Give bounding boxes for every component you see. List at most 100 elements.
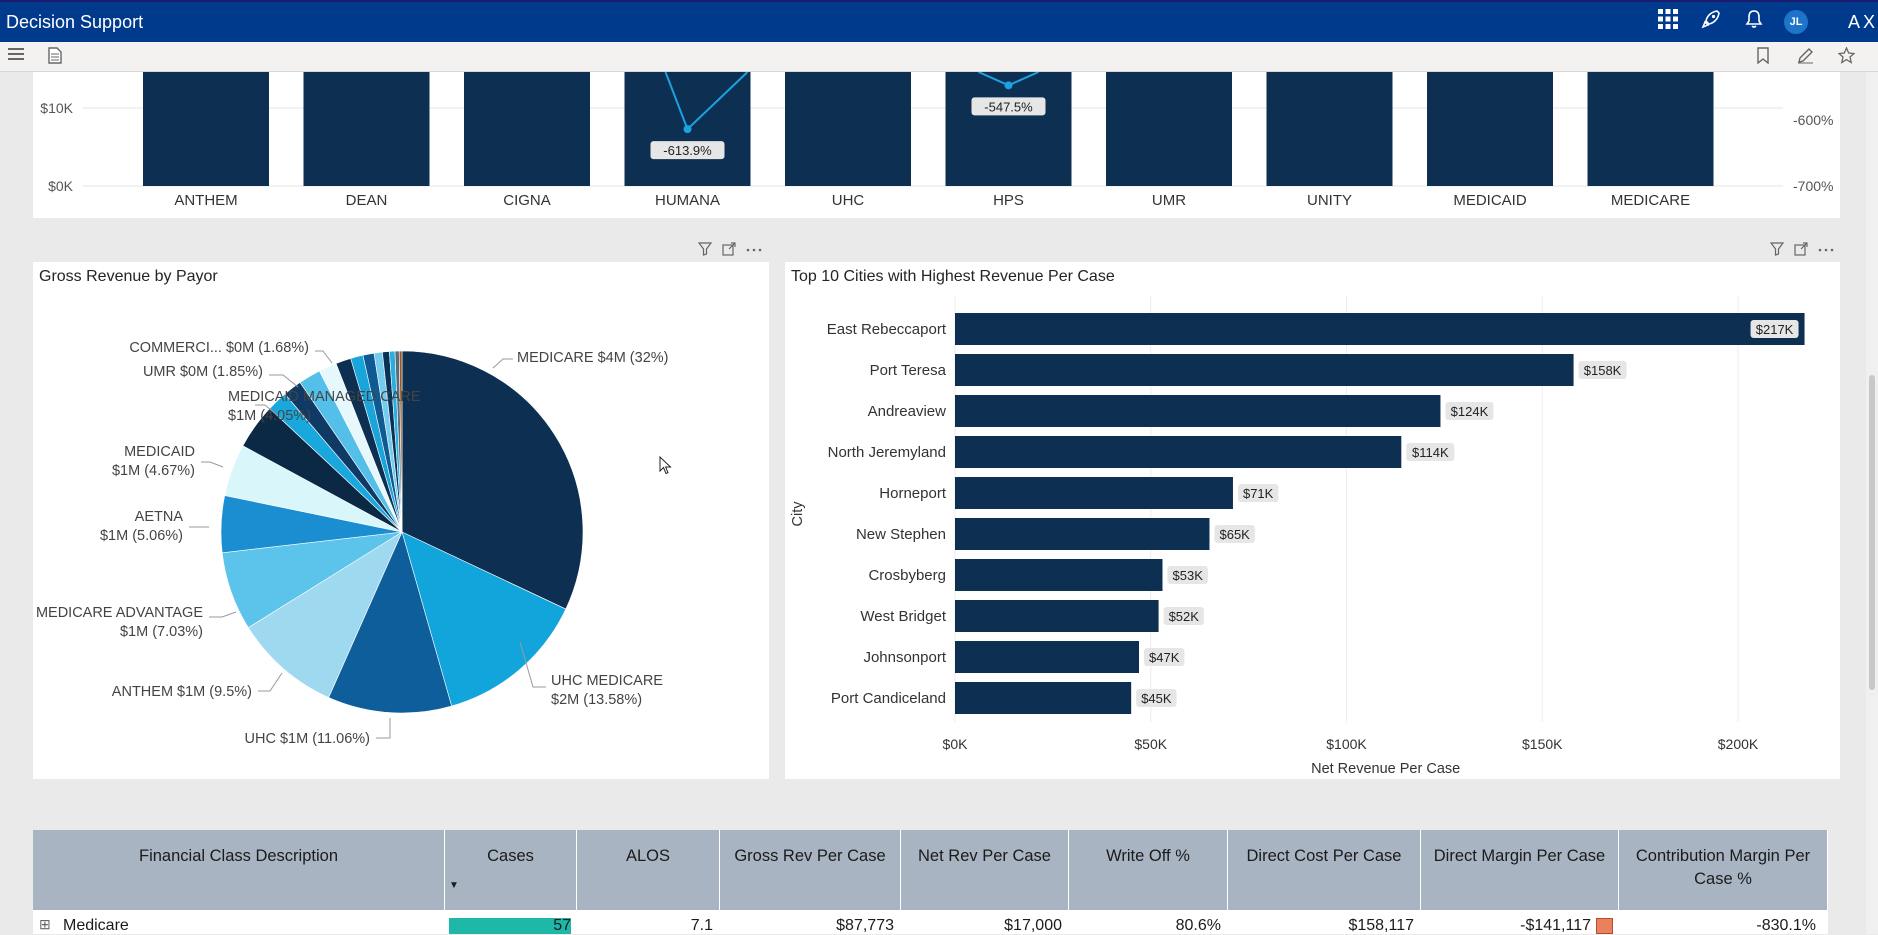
expand-row-icon[interactable]: ⊞ [39, 916, 51, 932]
x-tick-label: $0K [943, 736, 969, 752]
bar-chart-svg: $0K $50K $100K $150K $200K Net Revenue Per Ca… [790, 296, 1805, 777]
bar [464, 72, 590, 186]
app-launcher-icon[interactable] [1646, 9, 1689, 35]
x-tick-label: HUMANA [655, 192, 720, 209]
bar [1266, 72, 1393, 186]
page-icon[interactable] [48, 47, 62, 69]
data-label: $65K [1219, 527, 1250, 542]
bar [955, 313, 1805, 345]
col-header-alos[interactable]: ALOS [577, 830, 720, 910]
row-cases: 57 [553, 917, 571, 934]
slice-label: ANTHEM $1M (9.5%) [112, 684, 252, 700]
bar [955, 518, 1210, 550]
y-tick-label: East Rebeccaport [827, 321, 947, 338]
filter-icon[interactable] [1769, 242, 1785, 259]
leader-line [201, 461, 224, 468]
y-axis-label: City [790, 501, 806, 527]
focus-mode-icon[interactable] [1794, 242, 1808, 259]
top-bar-actions: JL AXI [1646, 2, 1878, 42]
y-tick-label: North Jeremyland [828, 444, 946, 461]
leader-line [315, 350, 333, 364]
bar [945, 72, 1072, 186]
bell-icon[interactable] [1732, 9, 1775, 35]
avatar[interactable]: JL [1784, 10, 1808, 34]
x-tick-label: $50K [1134, 736, 1167, 752]
data-label: $158K [1584, 363, 1622, 378]
y-right-tick-label: -700% [1793, 178, 1833, 194]
x-tick-label: $100K [1326, 736, 1367, 752]
col-header-direct-cost[interactable]: Direct Cost Per Case [1228, 830, 1421, 910]
y-right-tick-label: -600% [1793, 112, 1833, 128]
data-label-bg [1136, 689, 1177, 707]
gross-revenue-pie-visual[interactable]: Gross Revenue by Payor MEDICARE $4M (32%… [33, 262, 769, 779]
leader-line [269, 374, 299, 388]
filter-icon[interactable] [697, 242, 713, 259]
sort-descending-icon[interactable]: ▼ [449, 880, 459, 891]
rocket-icon[interactable] [1689, 9, 1732, 35]
row-contribution-margin: -830.1% [1756, 917, 1816, 934]
data-label-bg [1406, 443, 1455, 461]
bar [955, 436, 1402, 468]
bar [955, 354, 1574, 386]
col-header-direct-margin[interactable]: Direct Margin Per Case [1421, 830, 1619, 910]
col-header-cases[interactable]: Cases ▼ [445, 830, 577, 910]
data-label-bg [1445, 402, 1494, 420]
pie-slice [398, 350, 403, 533]
col-header-net-rev[interactable]: Net Rev Per Case [901, 830, 1069, 910]
data-label: $217K [1756, 322, 1794, 337]
bar-visual-header [1769, 242, 1834, 259]
slice-label: $1M (5.06%) [100, 528, 183, 544]
leader-line [376, 718, 391, 739]
bookmark-icon[interactable] [1756, 47, 1770, 69]
leader-line [519, 641, 546, 688]
col-header-gross-rev[interactable]: Gross Rev Per Case [720, 830, 901, 910]
favorite-star-icon[interactable] [1837, 46, 1856, 69]
top-cities-bar-visual[interactable]: Top 10 Cities with Highest Revenue Per C… [785, 262, 1840, 779]
row-write-off: 80.6% [1175, 917, 1221, 934]
bar-chart-title: Top 10 Cities with Highest Revenue Per C… [791, 268, 1115, 285]
bar [955, 559, 1163, 591]
slice-label: $1M (4.05%) [228, 408, 311, 424]
col-header-cases-label: Cases [487, 847, 534, 865]
data-label: -547.5% [984, 99, 1033, 114]
payor-combo-chart[interactable]: $10K $0K -600% -700% ANTHEM DEAN CIGNA HUMANA UH… [33, 71, 1840, 218]
slice-label: MEDICAID MANAGED CARE [228, 389, 421, 405]
row-financial-class: Medicare [63, 917, 129, 934]
x-tick-label: HPS [993, 192, 1024, 209]
slice-label: AETNA [135, 509, 184, 525]
bar [303, 72, 430, 186]
pie-chart-svg: MEDICARE $4M (32%) UHC MEDICARE $2M (13.58… [36, 340, 669, 747]
y-tick-label: Crosbyberg [868, 567, 946, 584]
line-segment [978, 71, 1009, 87]
pie-slice [401, 531, 567, 707]
data-label: $124K [1451, 404, 1489, 419]
data-label-bg [971, 97, 1046, 116]
bar [1427, 72, 1553, 186]
edit-icon[interactable] [1797, 47, 1814, 69]
more-options-icon[interactable] [746, 242, 762, 259]
top-bar: Decision Support JL AXI [0, 0, 1878, 42]
data-label: -613.9% [663, 143, 712, 158]
y-tick-label: Port Teresa [870, 362, 947, 379]
financial-class-table[interactable]: Financial Class Description Cases ▼ ALOS… [33, 830, 1828, 934]
y-tick-label: New Stephen [856, 526, 946, 543]
data-label-bg [1214, 525, 1255, 543]
leader-line [255, 404, 278, 416]
focus-mode-icon[interactable] [722, 242, 736, 259]
col-header-financial-class[interactable]: Financial Class Description [33, 830, 445, 910]
col-header-write-off[interactable]: Write Off % [1069, 830, 1228, 910]
table-row[interactable]: ⊞ Medicare 57 7.1 $87,773 $17,000 80.6% … [33, 910, 1828, 934]
x-tick-label: UNITY [1307, 192, 1352, 209]
bar [955, 641, 1140, 673]
row-net-rev: $17,000 [1004, 917, 1062, 934]
x-tick-label: CIGNA [503, 192, 551, 209]
pie-slice [328, 531, 452, 714]
hamburger-menu-icon[interactable] [8, 47, 24, 66]
scrollbar-thumb[interactable] [1869, 375, 1875, 690]
col-header-contribution-margin[interactable]: Contribution Margin Per Case % [1619, 830, 1828, 910]
line-segment [1008, 71, 1039, 87]
more-options-icon[interactable] [1818, 242, 1834, 259]
slice-label: $2M (13.58%) [551, 692, 642, 708]
data-label: $45K [1141, 691, 1172, 706]
data-label-bg [1163, 607, 1204, 625]
